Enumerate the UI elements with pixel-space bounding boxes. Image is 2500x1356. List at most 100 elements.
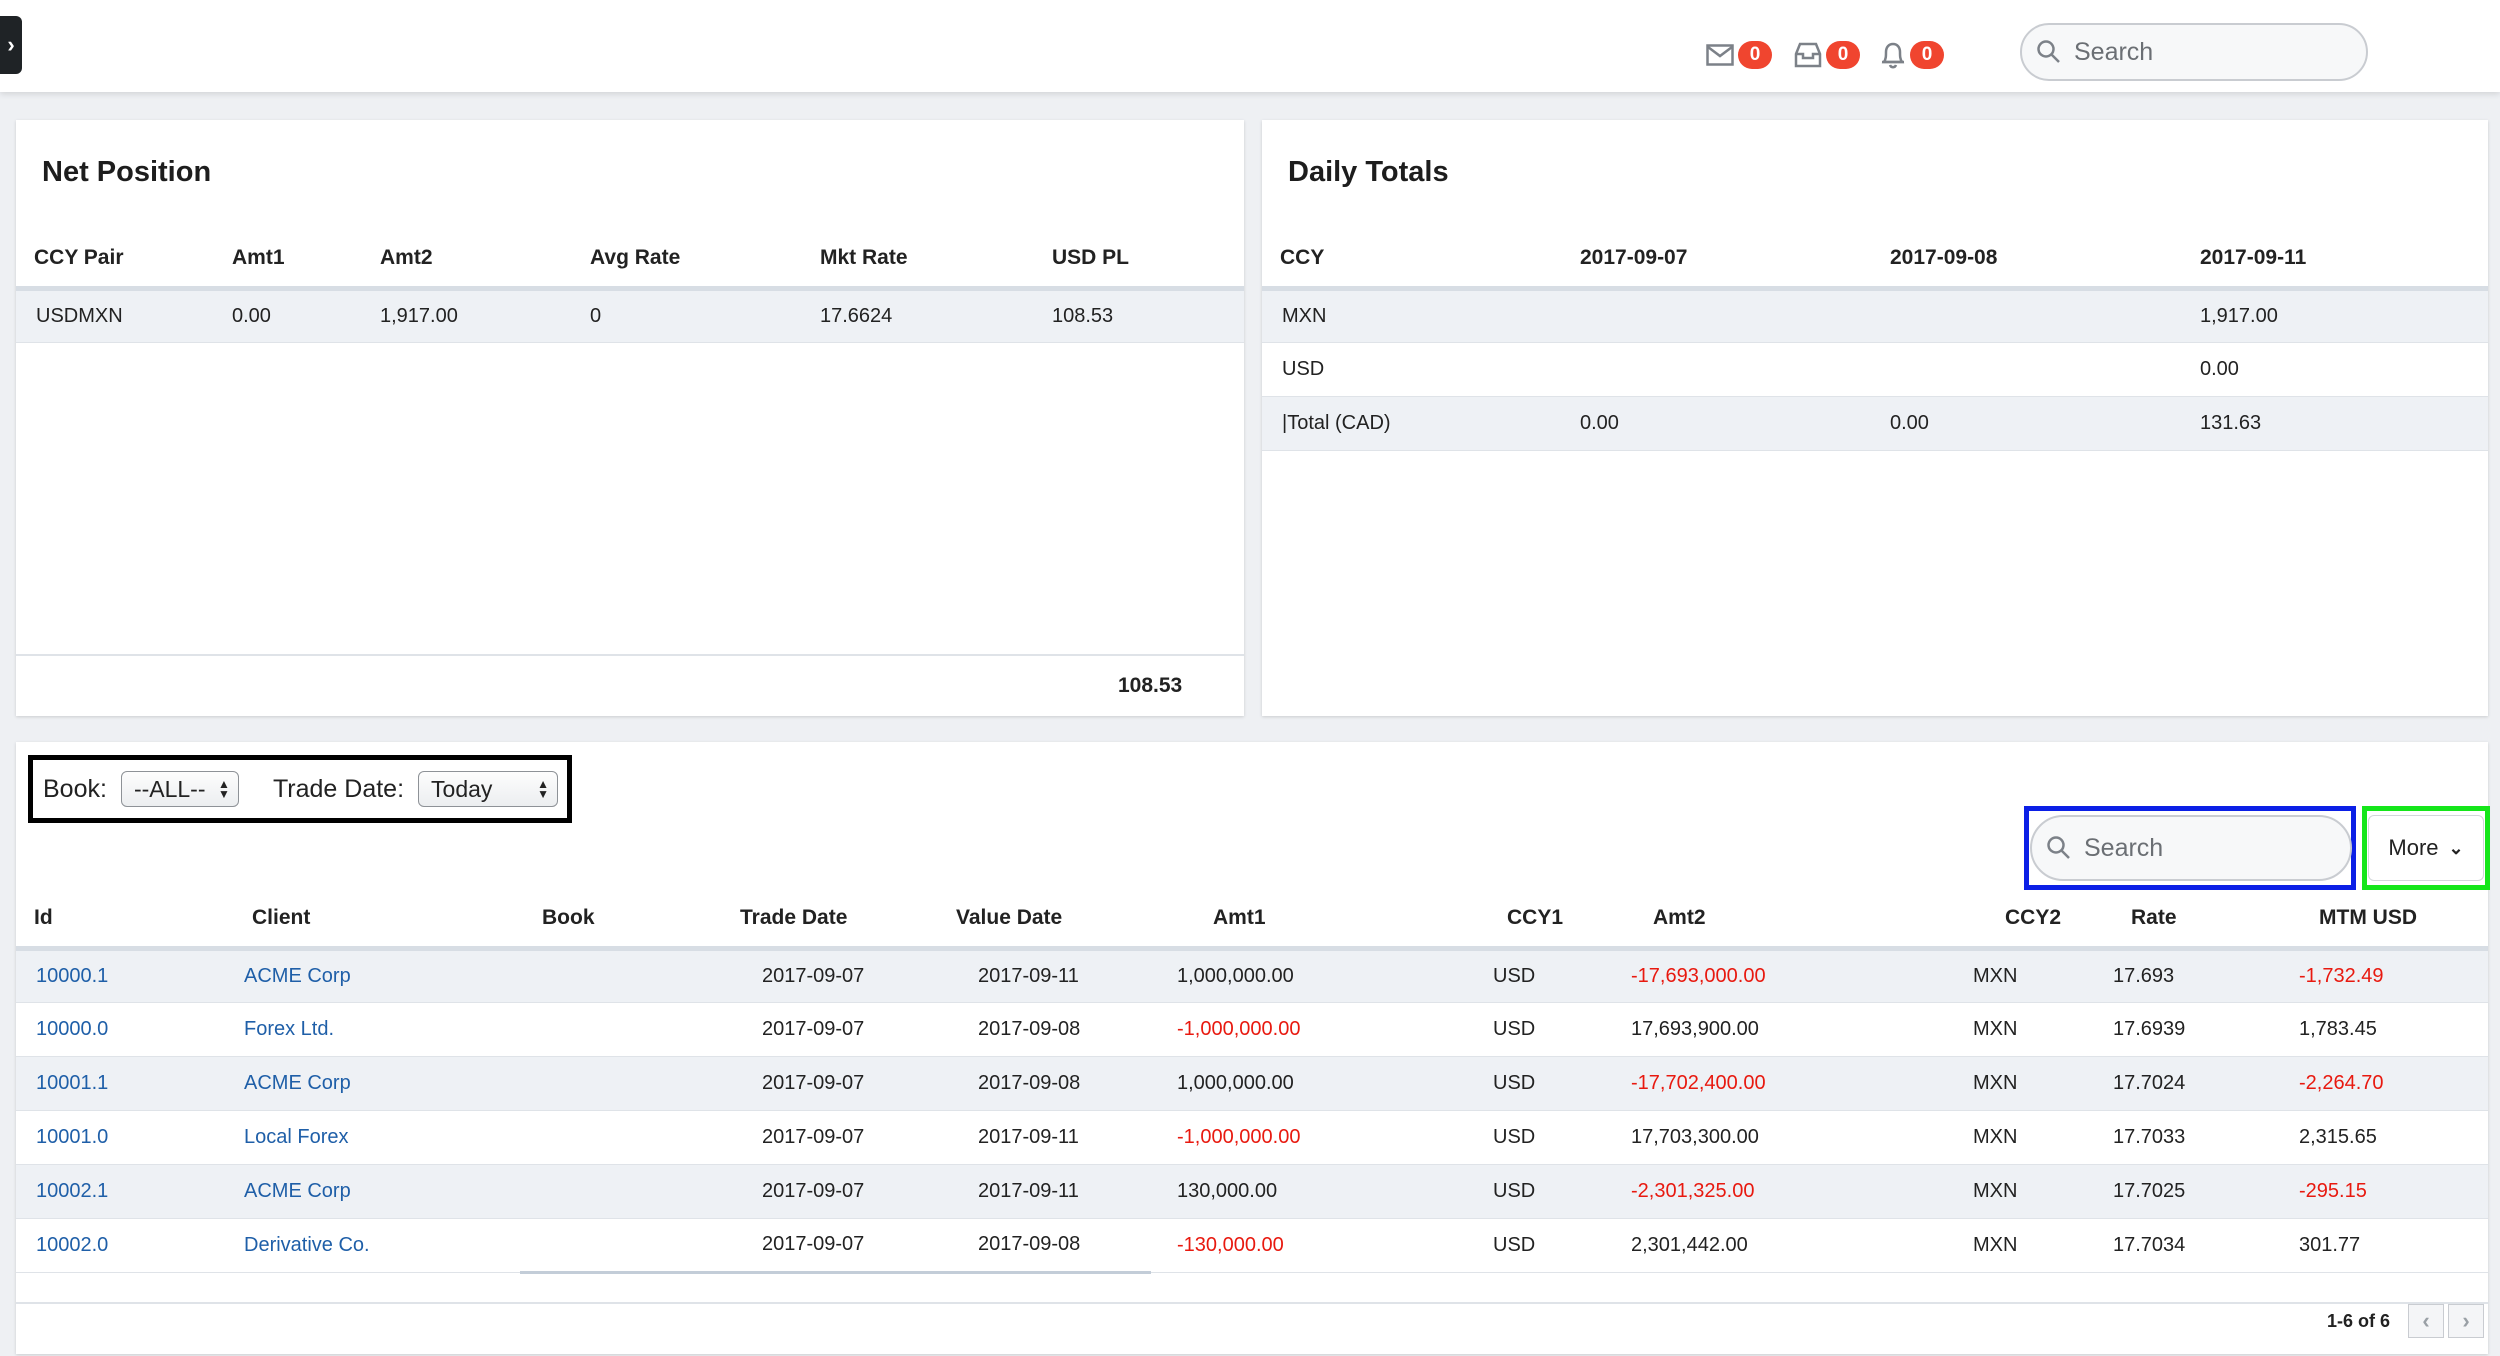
table-cell: 2017-09-07 xyxy=(720,1164,936,1219)
column-header[interactable]: 2017-09-11 xyxy=(2200,230,2488,291)
more-button[interactable]: More ⌄ xyxy=(2368,815,2484,881)
table-cell: 2017-09-11 xyxy=(936,1164,1151,1219)
client-link[interactable]: Local Forex xyxy=(220,1110,520,1165)
table-cell: 108.53 xyxy=(1052,288,1244,343)
table-cell: -130,000.00 xyxy=(1151,1218,1451,1273)
table-row[interactable]: 10001.0 Local Forex 2017-09-07 2017-09-1… xyxy=(16,1110,2488,1165)
column-header[interactable]: 2017-09-08 xyxy=(1890,230,2200,291)
table-cell: USD xyxy=(1451,1056,1631,1111)
column-header[interactable]: CCY Pair xyxy=(16,230,232,291)
column-header[interactable]: USD PL xyxy=(1052,230,1244,291)
table-cell: -1,000,000.00 xyxy=(1151,1110,1451,1165)
table-row[interactable]: USD 0.00 xyxy=(1262,342,2488,397)
table-header-row: Id Client Book Trade Date Value Date Amt… xyxy=(16,890,2488,951)
table-cell: 1,783.45 xyxy=(2285,1002,2488,1057)
table-row[interactable]: 10002.1 ACME Corp 2017-09-07 2017-09-11 … xyxy=(16,1164,2488,1219)
table-header-row: CCY 2017-09-07 2017-09-08 2017-09-11 xyxy=(1262,230,2488,291)
client-link[interactable]: Forex Ltd. xyxy=(220,1002,520,1057)
table-cell: -1,732.49 xyxy=(2285,948,2488,1003)
book-select-value: --ALL-- xyxy=(133,775,206,802)
table-cell: -17,702,400.00 xyxy=(1631,1056,1955,1111)
column-header-ccy1[interactable]: CCY1 xyxy=(1451,890,1631,951)
table-cell: 17.7034 xyxy=(2095,1218,2285,1273)
table-cell: USD xyxy=(1262,342,1580,397)
trade-id-link[interactable]: 10002.0 xyxy=(16,1218,220,1273)
table-cell: 2017-09-07 xyxy=(720,1002,936,1057)
global-search[interactable] xyxy=(2020,23,2368,81)
column-header[interactable]: Mkt Rate xyxy=(820,230,1052,291)
column-header[interactable]: 2017-09-07 xyxy=(1580,230,1890,291)
table-row[interactable]: 10001.1 ACME Corp 2017-09-07 2017-09-08 … xyxy=(16,1056,2488,1111)
client-link[interactable]: ACME Corp xyxy=(220,948,520,1003)
table-cell: 17,693,900.00 xyxy=(1631,1002,1955,1057)
trade-id-link[interactable]: 10002.1 xyxy=(16,1164,220,1219)
trades-search-input[interactable] xyxy=(2082,832,2322,864)
column-header-book[interactable]: Book xyxy=(520,890,720,951)
column-header-client[interactable]: Client xyxy=(220,890,520,951)
alerts-notification[interactable]: 0 xyxy=(1880,38,1944,72)
table-cell: 1,917.00 xyxy=(380,288,590,343)
column-header-amt2[interactable]: Amt2 xyxy=(1631,890,1955,951)
mail-notification[interactable]: 0 xyxy=(1706,38,1772,72)
table-cell: MXN xyxy=(1955,1110,2095,1165)
column-header[interactable]: Amt1 xyxy=(232,230,380,291)
table-cell: MXN xyxy=(1955,1002,2095,1057)
mail-count-badge: 0 xyxy=(1738,41,1772,69)
usd-pl-total: 108.53 xyxy=(1118,674,1183,697)
table-cell: USD xyxy=(1451,948,1631,1003)
table-cell: 2017-09-11 xyxy=(936,948,1151,1003)
next-page-button[interactable]: › xyxy=(2448,1304,2484,1338)
column-header-ccy2[interactable]: CCY2 xyxy=(1955,890,2095,951)
column-header-id[interactable]: Id xyxy=(16,890,220,951)
table-footer-divider xyxy=(16,1302,2488,1304)
column-header-value-date[interactable]: Value Date xyxy=(936,890,1151,951)
trade-id-link[interactable]: 10000.0 xyxy=(16,1002,220,1057)
column-header[interactable]: CCY xyxy=(1262,230,1580,291)
trade-date-select[interactable]: Today ▲ ▼ xyxy=(418,771,559,807)
table-cell: 2017-09-08 xyxy=(936,1218,1151,1274)
table-cell: 2017-09-07 xyxy=(720,1110,936,1165)
client-link[interactable]: ACME Corp xyxy=(220,1164,520,1219)
column-header[interactable]: Avg Rate xyxy=(590,230,820,291)
table-row[interactable]: 10000.1 ACME Corp 2017-09-07 2017-09-11 … xyxy=(16,948,2488,1003)
more-highlight-frame xyxy=(2362,806,2490,890)
chevron-right-icon: › xyxy=(2462,1308,2470,1333)
table-cell: 2017-09-08 xyxy=(936,1056,1151,1111)
search-icon xyxy=(2037,40,2060,63)
table-row[interactable]: |Total (CAD) 0.00 0.00 131.63 xyxy=(1262,396,2488,451)
table-cell: 2,315.65 xyxy=(2285,1110,2488,1165)
column-header-amt1[interactable]: Amt1 xyxy=(1151,890,1451,951)
table-row[interactable]: 10000.0 Forex Ltd. 2017-09-07 2017-09-08… xyxy=(16,1002,2488,1057)
table-cell: 17.6624 xyxy=(820,288,1052,343)
table-header-row: CCY Pair Amt1 Amt2 Avg Rate Mkt Rate USD… xyxy=(16,230,1244,291)
column-header[interactable]: Amt2 xyxy=(380,230,590,291)
trade-id-link[interactable]: 10000.1 xyxy=(16,948,220,1003)
client-link[interactable]: ACME Corp xyxy=(220,1056,520,1111)
chevron-down-icon: ⌄ xyxy=(2448,837,2464,858)
mail-icon xyxy=(1706,44,1734,66)
client-link[interactable]: Derivative Co. xyxy=(220,1218,520,1273)
column-header-mtm-usd[interactable]: MTM USD xyxy=(2285,890,2488,951)
table-row[interactable]: MXN 1,917.00 xyxy=(1262,288,2488,343)
trade-id-link[interactable]: 10001.0 xyxy=(16,1110,220,1165)
trades-table: Id Client Book Trade Date Value Date Amt… xyxy=(16,890,2488,1274)
table-cell: USDMXN xyxy=(16,288,232,343)
column-header-rate[interactable]: Rate xyxy=(2095,890,2285,951)
search-icon xyxy=(2047,836,2070,859)
table-cell: 2017-09-08 xyxy=(936,1002,1151,1057)
inbox-notification[interactable]: 0 xyxy=(1794,38,1860,72)
select-arrows-icon: ▲ ▼ xyxy=(537,777,550,801)
trades-search[interactable] xyxy=(2030,815,2352,881)
table-cell: 2017-09-11 xyxy=(936,1110,1151,1165)
table-row[interactable]: 10002.0 Derivative Co. 2017-09-07 2017-0… xyxy=(16,1218,2488,1274)
trade-id-link[interactable]: 10001.1 xyxy=(16,1056,220,1111)
global-search-input[interactable] xyxy=(2072,36,2342,68)
column-header-trade-date[interactable]: Trade Date xyxy=(720,890,936,951)
previous-page-button[interactable]: ‹ xyxy=(2408,1304,2444,1338)
sidebar-toggle-button[interactable]: › xyxy=(0,16,22,74)
daily-totals-panel: Daily Totals CCY 2017-09-07 2017-09-08 2… xyxy=(1262,120,2488,716)
book-select[interactable]: --ALL-- ▲ ▼ xyxy=(120,771,239,807)
table-row[interactable]: USDMXN 0.00 1,917.00 0 17.6624 108.53 xyxy=(16,288,1244,343)
table-cell: MXN xyxy=(1955,1056,2095,1111)
table-cell: 0.00 xyxy=(1580,396,1890,451)
